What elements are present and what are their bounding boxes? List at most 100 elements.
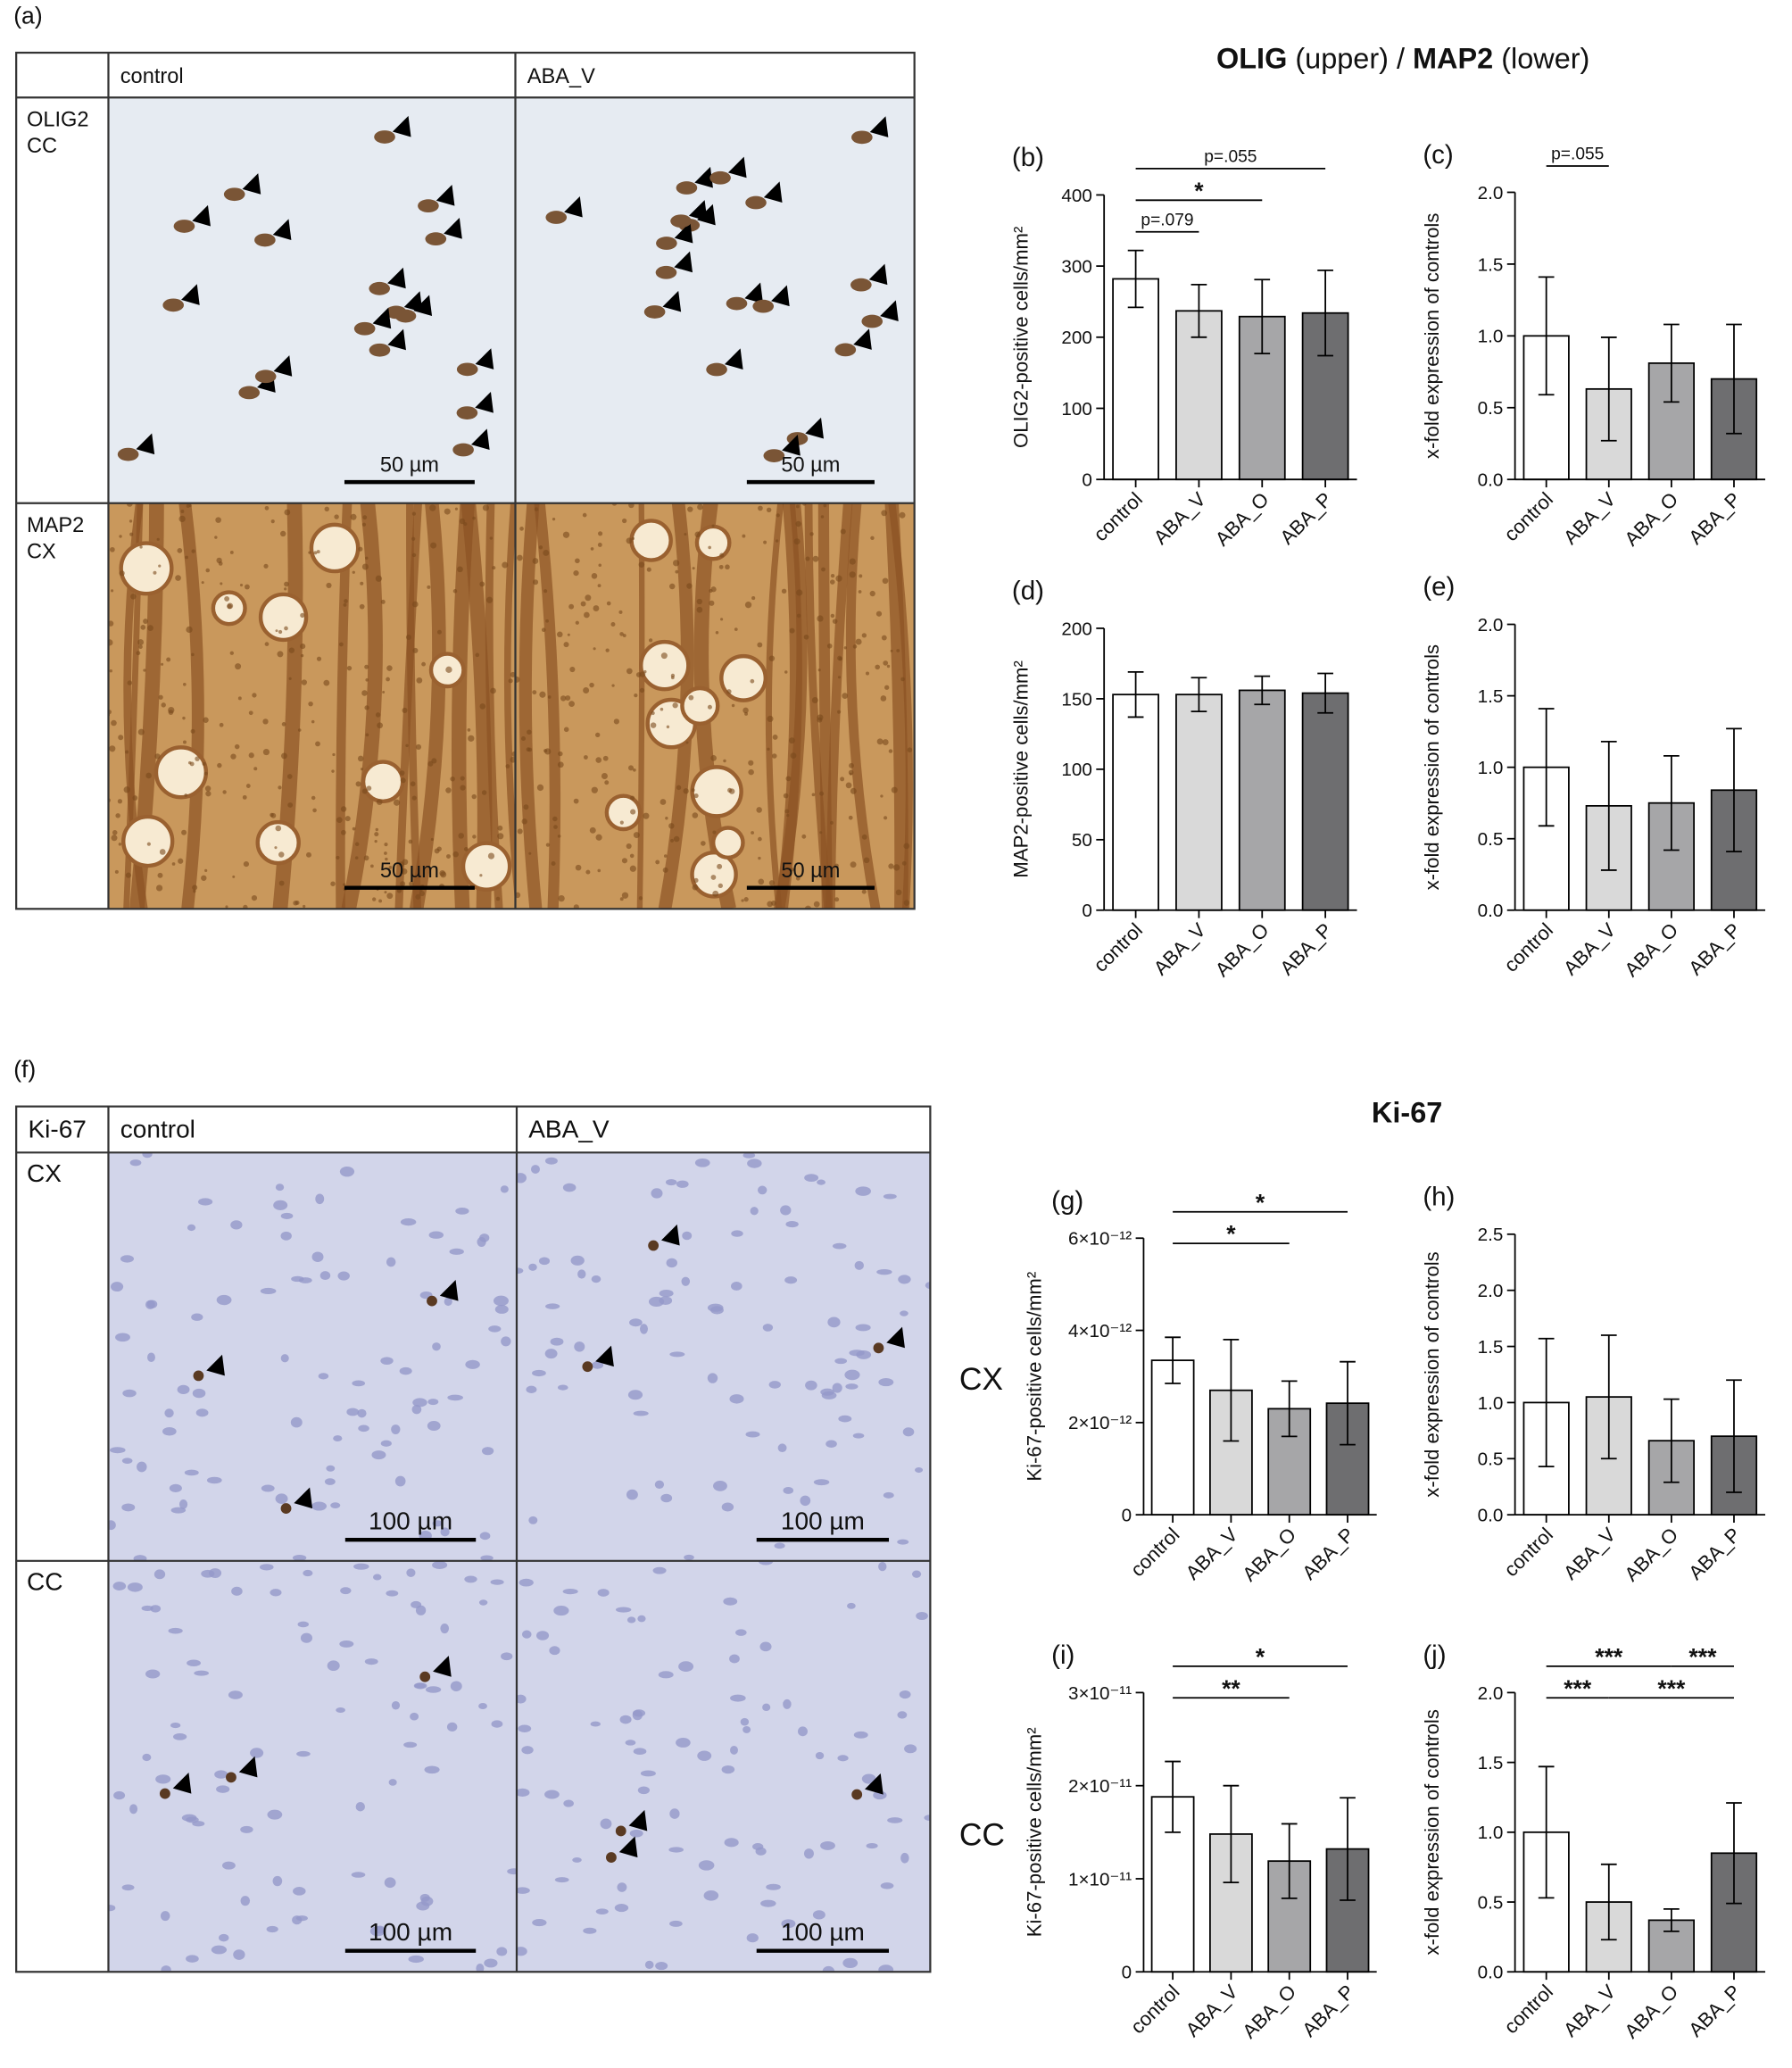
speck: [849, 558, 856, 565]
nucleus: [280, 1212, 294, 1219]
speck: [115, 813, 120, 818]
speck: [665, 817, 668, 820]
speck: [485, 596, 494, 603]
speck: [108, 620, 114, 627]
x-tick-label: control: [1089, 918, 1147, 976]
y-tick-label: 200: [1061, 328, 1091, 348]
nucleus: [897, 1711, 908, 1719]
soma: [309, 522, 361, 574]
speck: [471, 793, 477, 800]
nucleus: [838, 1415, 852, 1423]
speck: [118, 735, 124, 741]
speck: [533, 579, 539, 586]
speck: [427, 585, 431, 589]
nucleus: [254, 233, 276, 247]
row-label: MAP2: [27, 514, 84, 537]
speck: [858, 590, 862, 594]
arrowhead: [439, 1280, 459, 1301]
nucleus: [654, 1480, 665, 1489]
speck: [573, 904, 579, 909]
nucleus: [629, 1829, 643, 1838]
speck: [817, 669, 821, 672]
significance-label: ***: [1688, 1643, 1717, 1670]
significance-label: **: [1222, 1675, 1240, 1702]
nucleus: [665, 1179, 677, 1186]
y-tick-label: 0.5: [1478, 1892, 1504, 1913]
speck: [311, 795, 316, 801]
speck: [668, 823, 675, 829]
nucleus: [866, 1842, 878, 1849]
nucleus: [774, 1542, 785, 1549]
speck: [515, 676, 520, 683]
speck: [595, 732, 601, 738]
nucleus: [351, 1872, 366, 1878]
speck: [750, 678, 755, 684]
error-bar: [1254, 675, 1271, 706]
speck: [278, 851, 285, 858]
speck: [744, 602, 752, 609]
section-title: OLIG (upper) / MAP2 (lower): [1216, 43, 1589, 75]
y-tick-label: 100: [1061, 760, 1091, 780]
nucleus: [832, 1242, 847, 1250]
speck: [907, 747, 913, 752]
nucleus: [391, 1700, 401, 1710]
nucleus: [432, 1520, 443, 1527]
nucleus: [553, 1606, 569, 1616]
nucleus: [228, 1690, 243, 1699]
nucleus: [570, 1255, 585, 1266]
speck: [663, 854, 668, 858]
nucleus: [197, 1198, 213, 1206]
speck: [790, 752, 797, 759]
micrograph: [108, 1152, 517, 1561]
speck: [431, 758, 437, 764]
y-tick-label: 0.5: [1478, 829, 1504, 850]
speck: [382, 691, 386, 693]
speck: [399, 770, 405, 776]
speck: [214, 536, 218, 539]
nucleus: [572, 1856, 582, 1863]
row-label: CC: [27, 1567, 63, 1595]
speck: [252, 693, 257, 698]
speck: [622, 518, 627, 524]
speck: [161, 702, 166, 708]
speck: [648, 638, 653, 643]
nucleus: [625, 1740, 636, 1746]
panel-label: (f): [13, 1056, 36, 1083]
y-tick-label: 0: [1122, 1506, 1132, 1526]
x-tick-label: ABA_O: [1238, 1981, 1300, 2043]
speck: [232, 875, 236, 878]
nucleus: [544, 1157, 558, 1165]
speck: [725, 564, 730, 570]
speck: [364, 664, 369, 669]
speck: [560, 695, 567, 702]
speck: [697, 503, 704, 511]
nucleus: [418, 199, 439, 213]
nucleus: [311, 1251, 324, 1262]
speck: [374, 840, 377, 843]
y-tick-label: 2×10⁻¹¹: [1068, 1776, 1132, 1797]
speck: [718, 883, 723, 889]
speck: [895, 889, 902, 896]
nucleus: [535, 1631, 550, 1640]
speck: [352, 826, 356, 831]
speck: [186, 626, 193, 634]
speck: [840, 777, 845, 782]
nucleus: [254, 370, 277, 384]
speck: [551, 860, 556, 866]
nucleus: [491, 1720, 503, 1728]
speck: [719, 552, 725, 558]
nucleus: [619, 1715, 632, 1724]
speck: [675, 569, 679, 574]
speck: [826, 643, 833, 649]
speck: [568, 603, 575, 610]
x-tick-label: ABA_O: [1620, 488, 1682, 551]
nucleus: [155, 1774, 171, 1784]
speck: [888, 863, 894, 869]
speck: [597, 543, 602, 547]
speck: [688, 694, 694, 701]
speck: [398, 861, 404, 868]
error-bar: [1191, 677, 1207, 713]
nucleus: [730, 1694, 746, 1702]
panel-label: (h): [1423, 1182, 1455, 1211]
x-tick-label: ABA_O: [1620, 1981, 1682, 2043]
